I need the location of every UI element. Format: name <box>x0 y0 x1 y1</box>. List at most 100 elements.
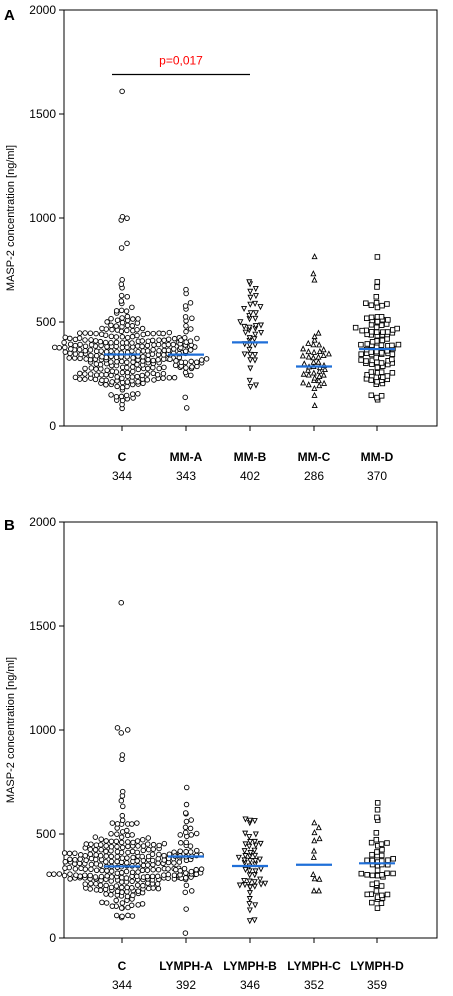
data-point <box>124 313 131 320</box>
data-point <box>46 871 52 877</box>
data-point <box>246 890 253 897</box>
data-point <box>374 304 381 311</box>
data-point <box>188 372 194 379</box>
data-point <box>311 276 318 283</box>
data-point <box>247 384 254 391</box>
data-point <box>374 329 380 335</box>
data-point <box>118 307 125 314</box>
data-point <box>368 839 375 846</box>
data-point <box>154 881 161 887</box>
data-point <box>82 371 88 377</box>
data-point <box>389 342 395 349</box>
data-point <box>363 358 369 364</box>
data-point <box>123 860 130 866</box>
data-point <box>119 874 125 881</box>
data-point <box>378 900 385 906</box>
data-point <box>378 852 385 859</box>
data-point <box>161 840 168 847</box>
data-point <box>129 323 136 329</box>
data-point <box>155 341 162 348</box>
data-point <box>103 848 109 855</box>
data-point <box>139 338 146 344</box>
data-point <box>311 829 318 836</box>
data-point <box>364 315 370 322</box>
data-point <box>311 391 318 398</box>
data-point <box>72 856 78 863</box>
data-point <box>373 830 380 836</box>
data-point <box>93 361 100 367</box>
data-point <box>311 348 318 355</box>
data-point <box>119 319 126 326</box>
data-point <box>247 288 254 295</box>
data-point <box>82 376 88 382</box>
data-point <box>88 337 94 343</box>
data-point <box>380 374 386 380</box>
data-point <box>83 857 89 863</box>
data-point <box>374 378 380 385</box>
median-value-label: 359 <box>367 978 387 992</box>
median-value-label: 343 <box>176 469 196 483</box>
data-point <box>114 858 120 865</box>
data-point <box>154 372 161 378</box>
data-point <box>203 356 210 362</box>
y-axis-label: MASP-2 concentration [ng/ml] <box>5 657 17 803</box>
data-point <box>379 337 386 344</box>
data-point <box>305 366 312 373</box>
data-point <box>135 366 142 373</box>
data-point <box>310 853 317 860</box>
data-point <box>369 899 375 906</box>
data-point <box>103 859 109 865</box>
data-point <box>124 379 131 385</box>
data-point <box>72 866 79 872</box>
data-point <box>160 352 167 358</box>
data-point <box>160 370 167 377</box>
data-point <box>108 322 114 329</box>
data-point <box>108 315 114 322</box>
data-point <box>118 599 124 606</box>
data-point <box>373 324 380 331</box>
data-point <box>130 892 136 899</box>
data-point <box>364 372 370 378</box>
data-point <box>118 884 125 891</box>
data-point <box>315 358 322 365</box>
data-point <box>167 356 173 363</box>
data-point <box>379 846 385 853</box>
data-point <box>98 348 104 354</box>
data-point <box>113 334 120 340</box>
data-point <box>358 351 364 357</box>
data-point <box>108 858 115 865</box>
data-point <box>256 856 263 863</box>
data-point <box>252 831 259 838</box>
data-point <box>87 347 94 353</box>
data-point <box>78 865 84 872</box>
data-point <box>257 876 264 883</box>
panel-label: B <box>4 517 15 534</box>
data-point <box>155 356 161 363</box>
data-point <box>183 365 189 371</box>
data-point <box>363 300 369 306</box>
median-value-label: 346 <box>240 978 260 992</box>
data-point <box>247 839 254 846</box>
data-point <box>67 350 73 357</box>
data-point <box>124 322 131 329</box>
data-point <box>242 830 249 837</box>
data-point <box>124 884 130 891</box>
data-point <box>67 341 74 347</box>
data-point <box>358 870 365 877</box>
data-point <box>93 366 99 372</box>
data-point <box>114 317 121 323</box>
group-lymph-b: LYMPH-B 346 <box>223 816 277 992</box>
data-point <box>98 846 104 853</box>
data-point <box>123 868 130 875</box>
data-point <box>369 339 376 345</box>
data-point <box>155 866 162 873</box>
data-point <box>124 855 130 861</box>
data-point <box>125 839 131 845</box>
data-point <box>311 875 318 882</box>
data-point <box>358 357 364 363</box>
data-point <box>252 315 259 322</box>
data-point <box>384 870 390 877</box>
x-category-label: LYMPH-D <box>350 959 404 973</box>
data-point <box>241 857 248 864</box>
data-point <box>103 382 109 388</box>
